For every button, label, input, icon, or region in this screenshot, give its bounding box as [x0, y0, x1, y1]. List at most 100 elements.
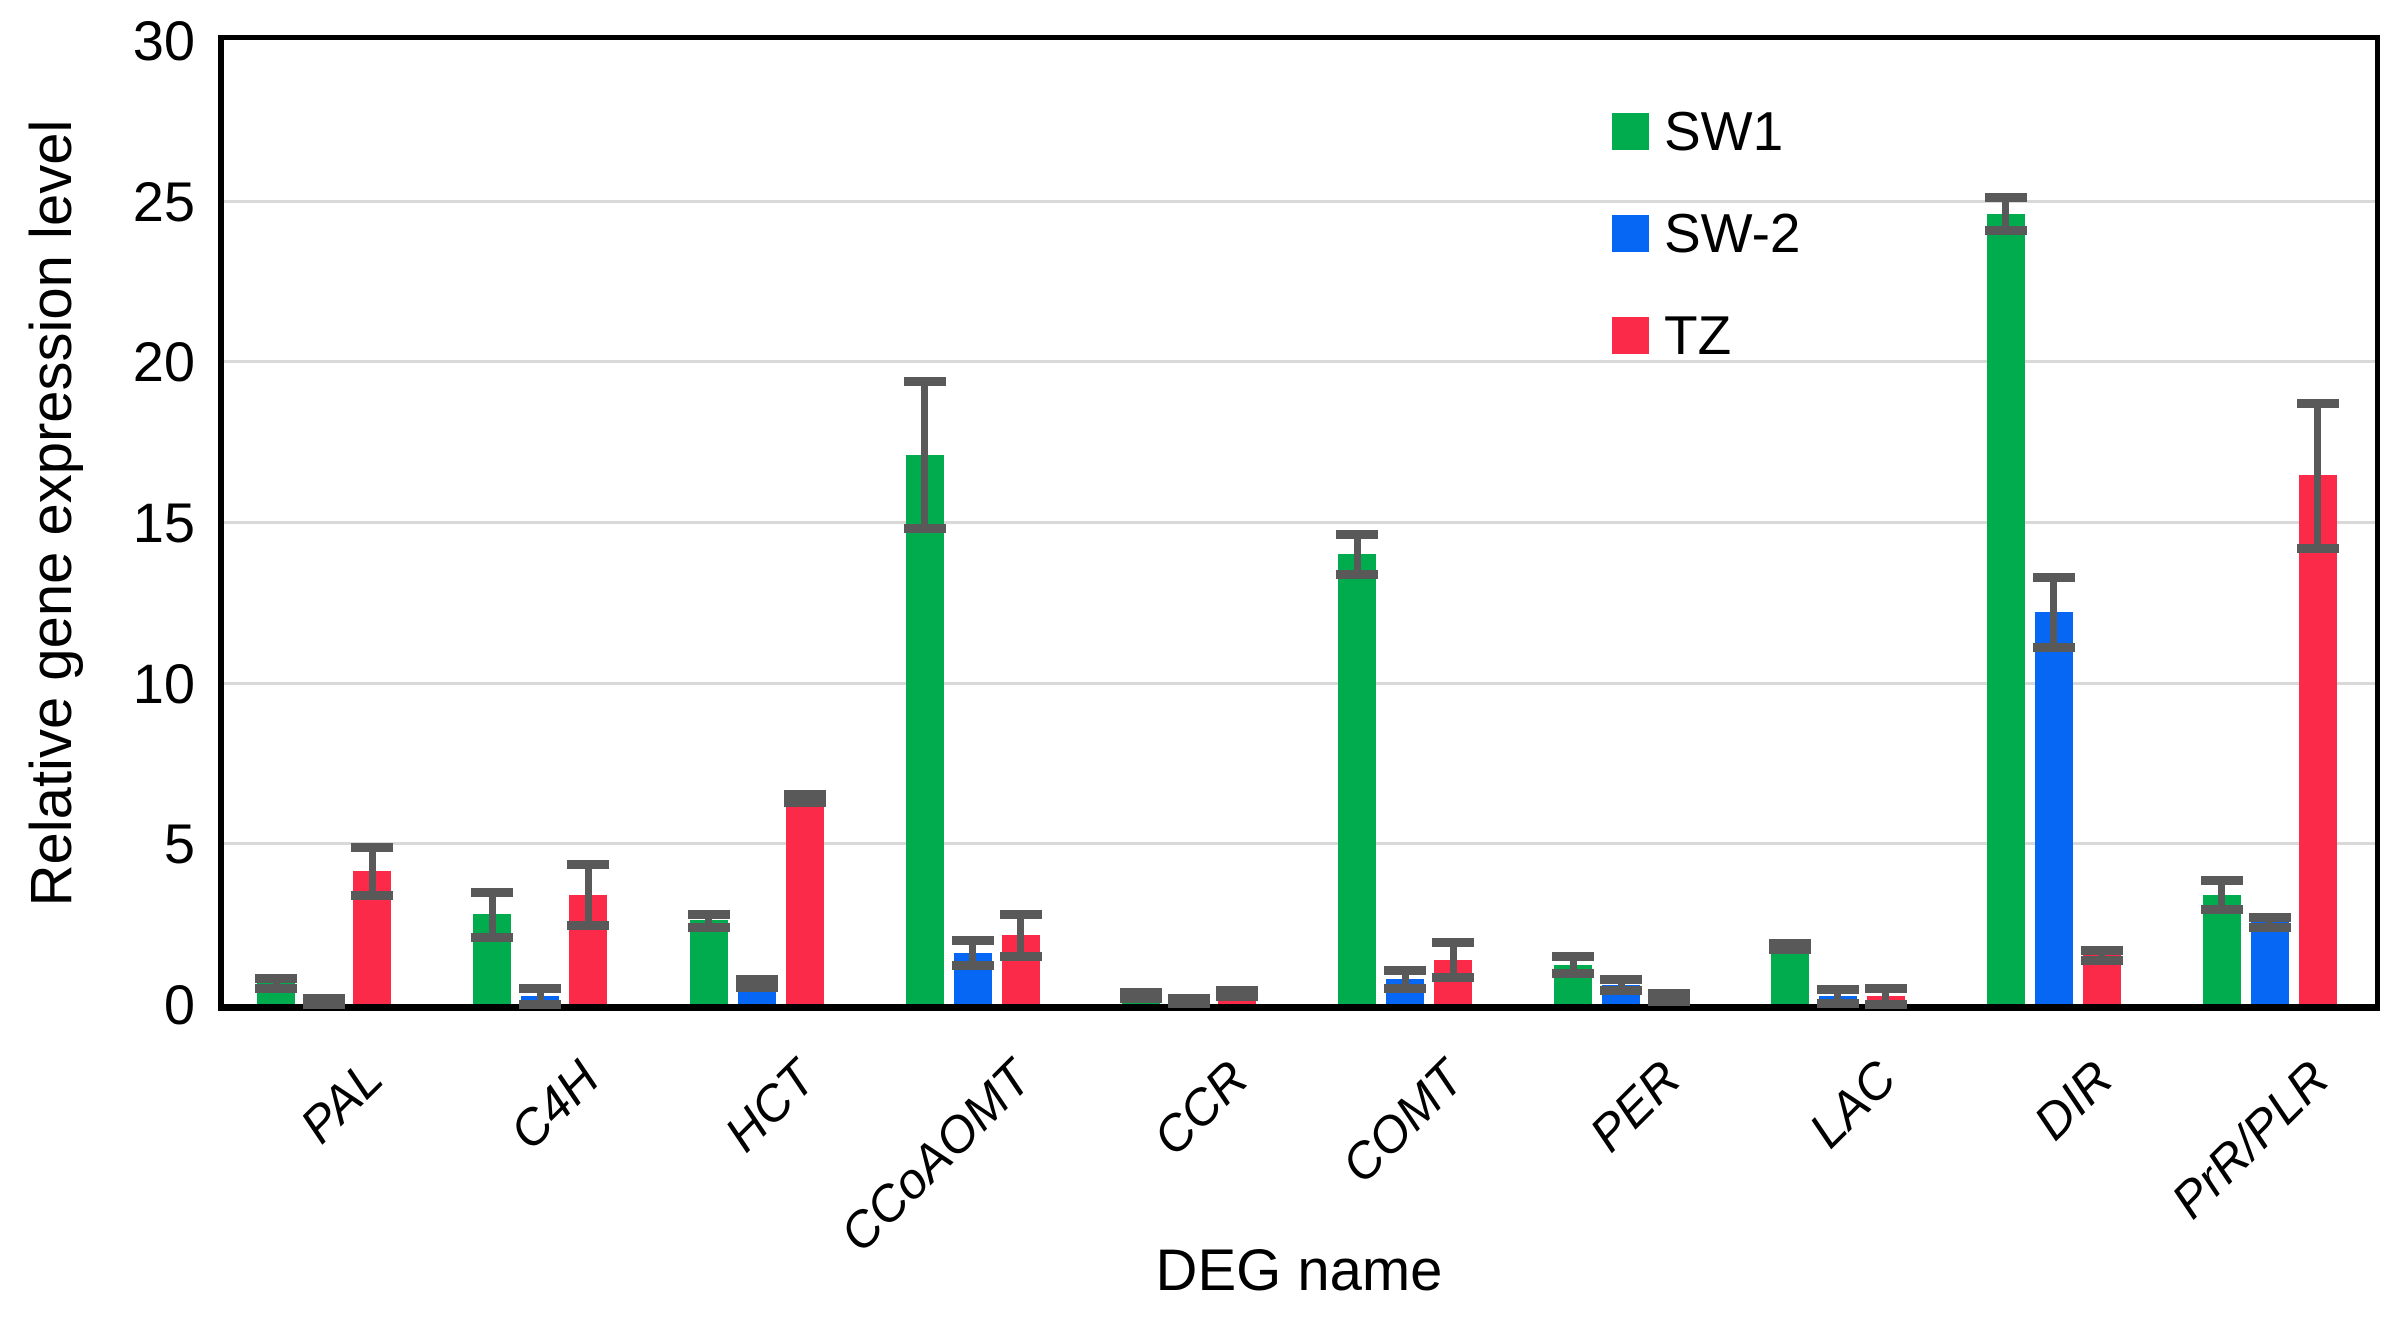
error-cap-high-PER-SW1 — [1552, 952, 1595, 962]
gridline-y10 — [224, 681, 2375, 685]
bar-HCT-SW1 — [689, 920, 728, 1004]
error-cap-low-CCoAOMT-SW1 — [903, 524, 946, 534]
category-label-PrR/PLR: PrR/PLR — [2160, 1049, 2340, 1229]
error-bar-CCoAOMT-SW1 — [921, 380, 929, 529]
category-label-HCT: HCT — [713, 1049, 826, 1163]
error-cap-high-CCR-TZ — [1215, 985, 1258, 995]
error-bar-CCoAOMT-TZ — [1017, 914, 1025, 956]
error-cap-high-C4H-TZ — [567, 860, 610, 870]
error-cap-low-PAL-SW-2 — [303, 1000, 346, 1009]
error-cap-high-CCoAOMT-SW1 — [903, 376, 946, 386]
gridline-y20 — [224, 360, 2375, 364]
x-axis-title: DEG name — [1155, 1238, 1443, 1303]
legend-item-SW-2: SW-2 — [1612, 206, 1801, 261]
error-bar-DIR-SW-2 — [2050, 577, 2058, 647]
error-cap-high-CCoAOMT-TZ — [999, 910, 1042, 920]
error-cap-low-PrR/PLR-TZ — [2296, 543, 2339, 553]
error-cap-low-CCR-SW1 — [1119, 993, 1162, 1003]
error-bar-CCoAOMT-SW-2 — [969, 940, 977, 965]
error-cap-low-PER-SW-2 — [1600, 986, 1643, 996]
bar-HCT-TZ — [785, 798, 824, 1004]
error-cap-high-LAC-SW-2 — [1816, 984, 1859, 994]
legend-swatch-icon — [1612, 317, 1649, 354]
y-tick-label-15: 15 — [132, 491, 195, 554]
error-bar-C4H-SW-2 — [536, 987, 544, 1004]
y-tick-label-20: 20 — [132, 330, 195, 394]
error-cap-high-HCT-TZ — [783, 790, 826, 800]
error-cap-high-C4H-SW-2 — [519, 983, 562, 993]
error-cap-low-PAL-TZ — [351, 890, 394, 900]
error-cap-low-DIR-SW-2 — [2032, 642, 2075, 652]
error-cap-high-PrR/PLR-SW-2 — [2248, 913, 2291, 923]
legend-swatch-icon — [1612, 215, 1649, 252]
error-cap-high-COMT-SW1 — [1336, 530, 1379, 540]
error-bar-LAC-SW-2 — [1834, 988, 1841, 1004]
error-cap-low-DIR-SW1 — [1984, 226, 2027, 236]
error-cap-low-COMT-SW1 — [1336, 570, 1379, 580]
bar-DIR-SW1 — [1986, 213, 2025, 1004]
error-cap-low-CCR-TZ — [1215, 991, 1258, 1001]
error-cap-high-PrR/PLR-SW1 — [2200, 876, 2243, 886]
y-tick-label-25: 25 — [132, 169, 195, 233]
error-cap-high-PAL-SW1 — [255, 974, 298, 984]
error-cap-low-PrR/PLR-SW1 — [2200, 905, 2243, 915]
category-label-LAC: LAC — [1798, 1049, 1907, 1159]
error-cap-high-LAC-TZ — [1864, 983, 1907, 993]
y-tick-label-10: 10 — [132, 651, 195, 715]
legend: SW1 SW-2 TZ — [1612, 104, 1801, 363]
error-cap-low-C4H-SW1 — [471, 932, 514, 942]
bar-DIR-SW-2 — [2034, 611, 2073, 1004]
legend-swatch-icon — [1612, 113, 1649, 150]
error-cap-low-HCT-TZ — [783, 798, 826, 808]
category-label-C4H: C4H — [499, 1049, 610, 1161]
error-cap-high-PER-TZ — [1648, 989, 1691, 999]
error-cap-low-CCoAOMT-SW-2 — [951, 960, 994, 970]
category-label-PAL: PAL — [289, 1049, 394, 1154]
error-cap-high-PAL-TZ — [351, 842, 394, 852]
error-cap-high-HCT-SW1 — [687, 910, 730, 920]
error-bar-DIR-TZ — [2098, 950, 2106, 961]
error-cap-high-PAL-SW-2 — [303, 993, 346, 1003]
error-bar-C4H-TZ — [584, 864, 592, 926]
bar-CCoAOMT-SW1 — [905, 454, 944, 1004]
error-bar-COMT-SW1 — [1353, 534, 1361, 575]
category-label-CCoAOMT: CCoAOMT — [829, 1049, 1043, 1263]
error-cap-high-CCoAOMT-SW-2 — [951, 936, 994, 946]
error-cap-high-DIR-SW1 — [1984, 192, 2027, 202]
error-bar-HCT-SW1 — [705, 914, 712, 927]
category-label-COMT: COMT — [1330, 1049, 1475, 1194]
gridline-y15 — [224, 521, 2375, 524]
error-cap-high-COMT-SW-2 — [1384, 965, 1427, 975]
category-label-DIR: DIR — [2022, 1049, 2124, 1151]
error-cap-low-LAC-SW1 — [1768, 945, 1811, 955]
error-cap-low-PAL-SW1 — [255, 983, 298, 993]
y-tick-label-5: 5 — [163, 812, 195, 876]
error-cap-high-LAC-SW1 — [1768, 938, 1811, 948]
error-cap-high-CCR-SW1 — [1119, 988, 1162, 998]
error-cap-low-COMT-SW-2 — [1384, 983, 1427, 993]
error-bar-LAC-TZ — [1882, 987, 1889, 1004]
error-cap-low-LAC-TZ — [1864, 1000, 1907, 1009]
error-bar-PrR/PLR-TZ — [2314, 403, 2322, 548]
legend-item-TZ: TZ — [1612, 308, 1801, 363]
error-cap-low-PER-TZ — [1648, 997, 1691, 1007]
error-cap-high-DIR-TZ — [2080, 946, 2123, 956]
error-cap-high-COMT-TZ — [1432, 937, 1475, 947]
legend-item-SW1: SW1 — [1612, 104, 1801, 159]
error-bar-DIR-SW1 — [2002, 196, 2010, 231]
category-label-CCR: CCR — [1142, 1049, 1259, 1167]
error-cap-low-CCR-SW-2 — [1167, 998, 1210, 1008]
error-cap-low-DIR-TZ — [2080, 956, 2123, 966]
bar-PrR/PLR-SW-2 — [2250, 922, 2289, 1004]
error-bar-COMT-SW-2 — [1401, 969, 1409, 988]
bar-LAC-SW1 — [1770, 945, 1809, 1004]
error-cap-high-C4H-SW1 — [471, 887, 514, 897]
error-cap-high-DIR-SW-2 — [2032, 573, 2075, 583]
error-cap-low-CCoAOMT-TZ — [999, 951, 1042, 961]
gridline-y25 — [224, 199, 2375, 203]
error-cap-low-PER-SW1 — [1552, 969, 1595, 979]
error-cap-high-CCR-SW-2 — [1167, 993, 1210, 1003]
error-bar-PER-SW-2 — [1617, 979, 1625, 991]
error-cap-high-PER-SW-2 — [1600, 975, 1643, 985]
